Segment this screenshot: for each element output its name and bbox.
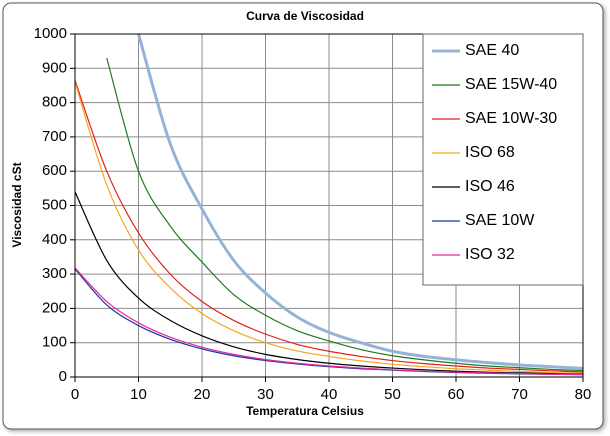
- legend-label: ISO 32: [465, 246, 515, 263]
- plot-lines: [75, 34, 583, 376]
- y-tick-label: 200: [42, 299, 67, 316]
- x-tick-label: 80: [575, 386, 592, 403]
- legend-label: ISO 46: [465, 178, 515, 195]
- y-tick-label: 100: [42, 334, 67, 351]
- y-tick-label: 1000: [34, 25, 67, 42]
- legend-box: [422, 33, 584, 286]
- series-line: [75, 81, 583, 374]
- legend-label: SAE 15W-40: [465, 76, 557, 93]
- y-tick-label: 300: [42, 265, 67, 282]
- legend: SAE 40 SAE 15W-40 SAE 10W-30 ISO 68 ISO 46 SA…: [422, 33, 584, 286]
- y-tick-label: 900: [42, 59, 67, 76]
- series-line: [75, 191, 583, 375]
- x-axis-label: Temperatura Celsius: [246, 404, 364, 418]
- x-tick-label: 0: [71, 386, 79, 403]
- x-tick-label: 40: [321, 386, 338, 403]
- legend-label: ISO 68: [465, 144, 515, 161]
- series-line: [75, 80, 583, 373]
- series-line: [75, 267, 583, 376]
- legend-label: SAE 40: [465, 42, 519, 59]
- y-tick-label: 0: [59, 368, 67, 385]
- x-tick-label: 10: [130, 386, 147, 403]
- y-tick-label: 500: [42, 196, 67, 213]
- y-tick-label: 400: [42, 231, 67, 248]
- series-line: [137, 34, 583, 370]
- chart-title: Curva de Viscosidad: [246, 9, 364, 23]
- y-axis-label: Viscosidad cSt: [10, 162, 24, 247]
- legend-label: SAE 10W: [465, 212, 535, 229]
- legend-label: SAE 10W-30: [465, 110, 557, 127]
- series-line: [106, 57, 583, 372]
- y-tick-label: 700: [42, 128, 67, 145]
- x-tick-label: 50: [384, 386, 401, 403]
- y-tick-label: 600: [42, 162, 67, 179]
- x-tick-label: 60: [448, 386, 465, 403]
- x-tick-label: 30: [257, 386, 274, 403]
- y-tick-label: 800: [42, 94, 67, 111]
- x-tick-label: 20: [194, 386, 211, 403]
- x-tick-label: 70: [511, 386, 528, 403]
